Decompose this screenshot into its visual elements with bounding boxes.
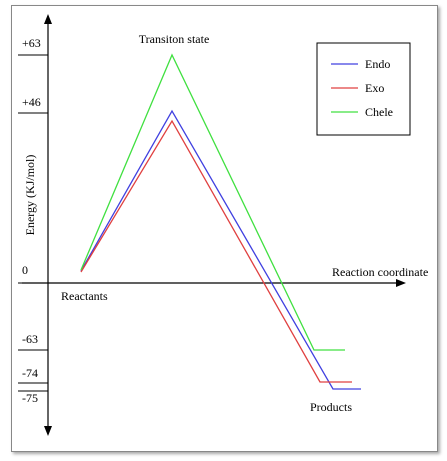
series-lines (80, 53, 361, 390)
axes (22, 14, 406, 436)
series-line-exo (80, 119, 352, 383)
series-line-chele (80, 53, 345, 351)
legend-box (316, 42, 411, 136)
y-tick-label: +46 (22, 95, 41, 109)
series-line-endo (80, 109, 361, 390)
legend-label-endo: Endo (365, 57, 390, 71)
y-tick-label: 0 (22, 263, 28, 277)
legend: Endo Exo Chele (316, 42, 411, 136)
chart-title: Transiton state (139, 32, 210, 46)
y-tick-label: -74 (22, 366, 38, 380)
x-axis-label: Reaction coordinate (332, 265, 428, 279)
y-axis-label: Energy (KJ/mol) (23, 155, 37, 236)
legend-label-chele: Chele (365, 105, 393, 119)
y-tick-label: -75 (22, 391, 38, 405)
reactants-label: Reactants (61, 289, 108, 303)
y-tick-label: -63 (22, 332, 38, 346)
y-tick-label: +63 (22, 36, 41, 50)
legend-label-exo: Exo (365, 81, 384, 95)
products-label: Products (310, 400, 352, 414)
y-ticks: +63 +46 0 -63 -74 -75 (18, 36, 48, 405)
